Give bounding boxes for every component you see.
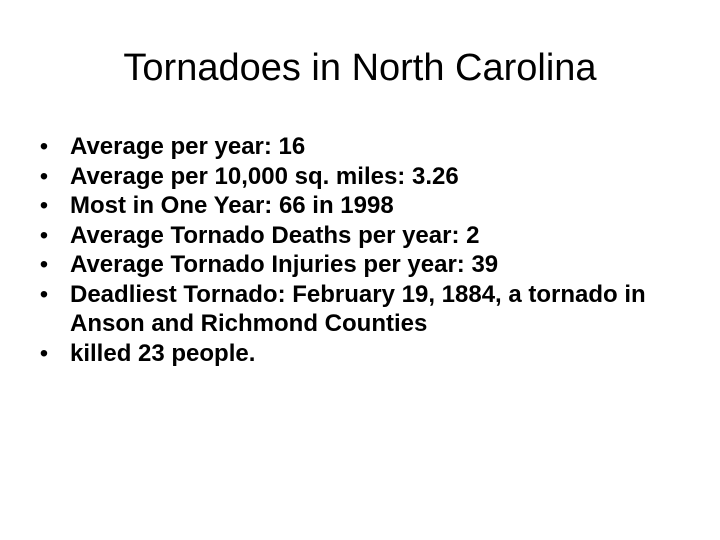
bullet-dot-icon: • [39, 133, 49, 160]
bullet-item: • Average Tornado Deaths per year: 2 [40, 221, 670, 251]
bullet-text: Average Tornado Injuries per year: 39 [70, 251, 499, 278]
bullet-item: • Average per 10,000 sq. miles: 3.26 [40, 162, 670, 192]
slide-title: Tornadoes in North Carolina [123, 47, 597, 89]
bullet-text: Average per 10,000 sq. miles: 3.26 [70, 162, 459, 190]
bullet-text: Most in One Year: 66 in 1998 [70, 192, 394, 219]
bullet-item: • Most in One Year: 66 in 1998 [40, 191, 670, 221]
bullet-list: • Average per year: 16 • Average per 10,… [40, 132, 670, 369]
bullet-text: Average Tornado Deaths per year: 2 [70, 221, 480, 249]
bullet-text: killed 23 people. [70, 339, 256, 367]
bullet-dot-icon: • [39, 339, 49, 367]
bullet-dot-icon: • [39, 251, 49, 278]
bullet-text: Average per year: 16 [70, 133, 306, 160]
bullet-dot-icon: • [39, 192, 49, 219]
bullet-item: • Average per year: 16 [40, 132, 670, 162]
bullet-dot-icon: • [39, 162, 49, 190]
bullet-item: • Deadliest Tornado: February 19, 1884, … [40, 280, 670, 339]
bullet-dot-icon: • [39, 221, 49, 249]
bullet-text: Deadliest Tornado: February 19, 1884, a … [70, 280, 646, 338]
bullet-item: • Average Tornado Injuries per year: 39 [40, 250, 670, 280]
bullet-dot-icon: • [39, 280, 49, 308]
bullet-item: • killed 23 people. [40, 339, 670, 369]
